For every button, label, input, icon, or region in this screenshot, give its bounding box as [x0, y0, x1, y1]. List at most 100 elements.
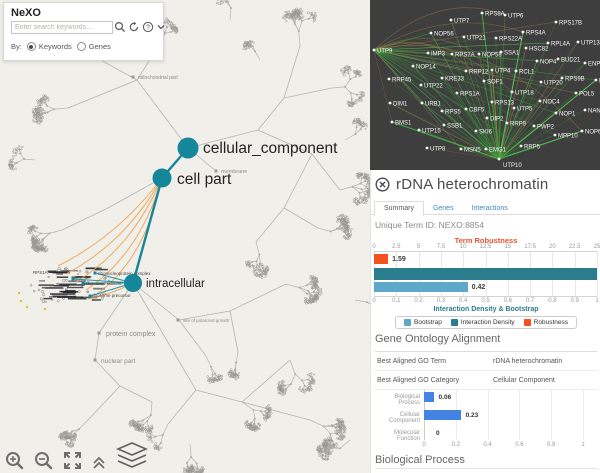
gene-node-dot[interactable] — [524, 46, 528, 50]
gene-node-dot[interactable] — [464, 69, 468, 73]
gene-node-dot[interactable] — [594, 78, 598, 82]
tab-summary[interactable]: Summary — [374, 201, 424, 216]
gene-node-dot[interactable] — [583, 108, 587, 112]
gene-node-dot[interactable] — [512, 106, 516, 110]
term-node-highlighted[interactable] — [152, 168, 172, 188]
gene-node-dot[interactable] — [538, 99, 542, 103]
term-node[interactable] — [93, 358, 97, 362]
cluster-term-label: ribonucleoprotein complex — [98, 271, 151, 276]
gene-network-panel[interactable]: RPS8A UTP6 RPS17B UTP7 NOP56 UTP21 RPS22A RPS4A… — [370, 0, 600, 170]
gene-node-dot[interactable] — [505, 121, 509, 125]
gene-node-dot[interactable] — [497, 157, 501, 161]
help-icon[interactable]: ? — [142, 21, 154, 33]
gene-node-dot[interactable] — [442, 123, 446, 127]
gene-node-dot[interactable] — [411, 64, 415, 68]
gene-node-dot[interactable] — [546, 41, 550, 45]
gene-node-dot[interactable] — [459, 147, 463, 151]
gene-node-dot[interactable] — [440, 76, 444, 80]
gene-network-svg[interactable]: RPS8A UTP6 RPS17B UTP7 NOP56 UTP21 RPS22A RPS4A… — [370, 0, 600, 170]
term-node[interactable] — [97, 331, 101, 335]
chevron-down-icon[interactable] — [156, 21, 166, 33]
gene-node-dot[interactable] — [539, 80, 543, 84]
go-alignment-row: Best Aligned GO Category Cellular Compone… — [375, 371, 597, 390]
gene-node-dot[interactable] — [425, 146, 429, 150]
gene-node-dot[interactable] — [485, 116, 489, 120]
radio-genes[interactable]: Genes — [76, 42, 111, 51]
zoom-in-icon[interactable] — [5, 451, 24, 470]
gene-node-dot[interactable] — [503, 13, 507, 17]
close-icon[interactable] — [375, 177, 390, 192]
gene-node-dot[interactable] — [499, 50, 503, 54]
radio-circle[interactable] — [26, 42, 36, 51]
gene-node-dot[interactable] — [532, 124, 536, 128]
gene-node-dot[interactable] — [417, 128, 421, 132]
gene-node-dot[interactable] — [477, 52, 481, 56]
zoom-out-icon[interactable] — [34, 451, 53, 470]
gene-node-dot[interactable] — [514, 69, 518, 73]
gene-node-dot[interactable] — [490, 68, 494, 72]
tab-genes[interactable]: Genes — [432, 205, 454, 212]
fit-view-icon[interactable] — [63, 451, 82, 470]
gene-node-dot[interactable] — [494, 36, 498, 40]
term-node-highlighted[interactable] — [124, 274, 142, 292]
bottom-tick-label: 0 — [372, 298, 376, 304]
tab-interactions[interactable]: Interactions — [471, 205, 508, 212]
gene-node-dot[interactable] — [490, 100, 494, 104]
gene-node-dot[interactable] — [521, 30, 525, 34]
biological-process-heading: Biological Process — [375, 454, 465, 466]
collapse-chevrons-icon[interactable] — [92, 456, 106, 470]
gene-node-label: NOP58 — [482, 53, 502, 59]
gene-node-dot[interactable] — [440, 109, 444, 113]
bottom-tick-label: 0.4 — [459, 298, 468, 304]
gene-node-label: NOP56 — [434, 32, 454, 38]
gene-node-dot[interactable] — [510, 90, 514, 94]
gene-node-dot[interactable] — [387, 77, 391, 81]
gene-node-dot[interactable] — [429, 31, 433, 35]
search-input[interactable] — [11, 21, 113, 34]
refresh-icon[interactable] — [128, 21, 140, 33]
term-node[interactable] — [131, 75, 135, 79]
gene-node-dot[interactable] — [474, 129, 478, 133]
gene-node-dot[interactable] — [449, 18, 453, 22]
gene-node-label: RRP12 — [469, 70, 489, 76]
gene-node-dot[interactable] — [583, 61, 587, 65]
radio-keywords[interactable]: Keywords — [26, 42, 72, 51]
term-node[interactable] — [176, 318, 180, 322]
go-alignment-section: Gene Ontology Alignment Best Aligned GO … — [375, 333, 597, 390]
gene-node-label: SSB1 — [447, 124, 463, 130]
gene-node-dot[interactable] — [553, 133, 557, 137]
gene-node-dot[interactable] — [535, 59, 539, 63]
gene-node-dot[interactable] — [482, 79, 486, 83]
term-node-highlighted[interactable] — [177, 137, 199, 159]
go-row-label: Best Aligned GO Category — [377, 377, 460, 384]
gene-node-dot[interactable] — [462, 35, 466, 39]
gene-node-dot[interactable] — [480, 11, 484, 15]
gene-node-dot[interactable] — [464, 107, 468, 111]
gene-node-dot[interactable] — [388, 101, 392, 105]
gene-node-dot[interactable] — [372, 48, 376, 52]
ontology-tree-svg[interactable]: membrane mitochondrial part protein comple… — [0, 0, 370, 473]
gene-node-dot[interactable] — [420, 101, 424, 105]
term-node[interactable] — [214, 169, 218, 173]
gene-node-dot[interactable] — [556, 57, 560, 61]
gene-node-dot[interactable] — [560, 76, 564, 80]
radio-circle[interactable] — [76, 42, 86, 51]
bottom-tick-label: 0.9 — [570, 298, 579, 304]
gene-node-dot[interactable] — [484, 147, 488, 151]
gene-node-label: NOP14 — [416, 65, 436, 71]
gene-node-dot[interactable] — [554, 20, 558, 24]
top-tick-label: 0 — [372, 244, 376, 250]
gene-node-dot[interactable] — [390, 120, 394, 124]
gene-node-dot[interactable] — [554, 111, 558, 115]
gene-node-dot[interactable] — [576, 40, 580, 44]
search-icon[interactable] — [114, 21, 126, 33]
gene-node-dot[interactable] — [426, 51, 430, 55]
gene-node-dot[interactable] — [519, 144, 523, 148]
gene-node-dot[interactable] — [419, 83, 423, 87]
gene-node-dot[interactable] — [450, 52, 454, 56]
layers-icon[interactable] — [116, 442, 148, 470]
gene-node-dot[interactable] — [574, 91, 578, 95]
ontology-graph-panel[interactable]: membrane mitochondrial part protein comple… — [0, 0, 370, 473]
gene-node-dot[interactable] — [580, 129, 584, 133]
gene-node-dot[interactable] — [455, 91, 459, 95]
